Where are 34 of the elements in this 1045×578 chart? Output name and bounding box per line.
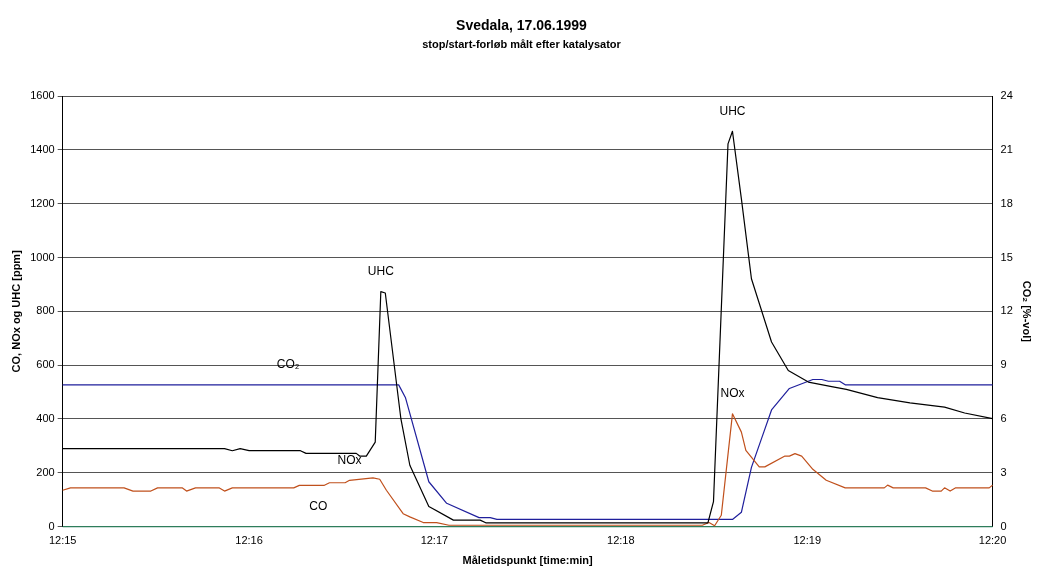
y-tick-label: 800 [36,304,55,317]
y-tick-label: 200 [36,465,55,478]
y2-tick-label: 18 [1000,196,1013,209]
x-tick-label: 12:15 [48,534,77,547]
chart-title: Svedala, 17.06.1999 [456,17,588,34]
y2-tick-label: 6 [1000,411,1007,424]
y2-tick-label: 12 [1000,304,1013,317]
y2-tick-label: 9 [1000,358,1007,371]
y-axis-title: CO, NOx og UHC [ppm] [9,249,22,373]
annotation: UHC [719,103,746,118]
chart-subtitle: stop/start-forløb målt efter katalysator [422,38,622,51]
x-tick-label: 12:16 [235,534,263,547]
x-tick-label: 12:19 [793,534,822,547]
x-tick-label: 12:20 [978,534,1007,547]
annotation: NOx [337,452,362,467]
annotation: CO [309,498,328,513]
y-tick-label: 1400 [30,142,55,155]
x-axis-title: Måletidspunkt [time:min] [462,554,594,567]
y2-tick-label: 24 [1000,89,1013,102]
annotation: NOx [720,386,745,401]
y2-tick-label: 0 [1000,519,1007,532]
y2-tick-label: 15 [1000,250,1013,263]
y-tick-label: 600 [36,358,55,371]
y-tick-label: 1000 [30,250,55,263]
x-tick-label: 12:18 [607,534,635,547]
y2-tick-label: 3 [1000,465,1007,478]
y-tick-label: 1600 [30,89,55,102]
annotation: UHC [367,263,395,278]
y2-tick-label: 21 [1000,142,1013,155]
y2-axis-title: CO₂ [%-vol] [1021,280,1034,343]
y-tick-label: 0 [48,519,55,532]
x-tick-label: 12:17 [420,534,449,547]
y-tick-label: 400 [36,411,55,424]
y-tick-label: 1200 [30,196,55,209]
